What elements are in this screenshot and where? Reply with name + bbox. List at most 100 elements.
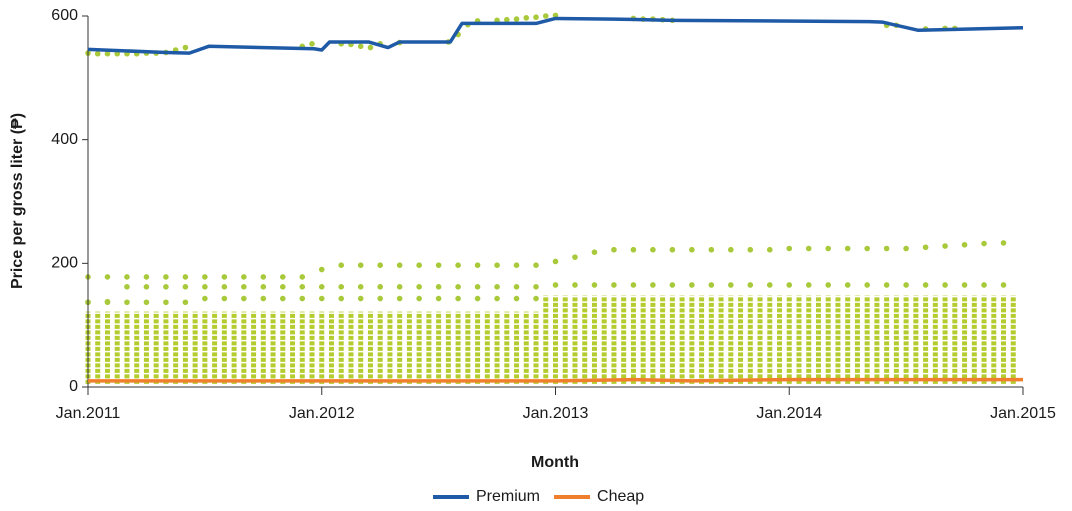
legend-label: Premium <box>476 488 540 505</box>
price-dot <box>844 282 851 288</box>
price-dot <box>611 282 617 288</box>
price-dot <box>182 299 189 306</box>
price-dot <box>981 282 987 288</box>
price-dot <box>689 282 695 288</box>
price-dot <box>572 282 578 288</box>
price-dot <box>143 299 150 306</box>
price-dot <box>357 43 364 50</box>
price-dot <box>708 282 715 288</box>
price-dot <box>104 50 111 57</box>
price-dot <box>299 295 306 302</box>
price-dot <box>474 262 481 268</box>
price-dot <box>786 282 793 288</box>
price-dot <box>357 284 364 290</box>
price-dot <box>689 246 695 253</box>
price-dot <box>104 299 111 306</box>
price-dot <box>260 274 267 280</box>
price-dot <box>435 295 442 302</box>
price-dot <box>357 262 364 268</box>
price-dot <box>533 262 539 268</box>
price-dot <box>318 284 325 290</box>
price-dot <box>182 44 189 51</box>
price-dot <box>766 282 773 288</box>
price-dot <box>942 282 948 288</box>
price-dot <box>163 299 169 306</box>
price-dot <box>805 245 812 252</box>
price-dot <box>163 274 169 280</box>
price-dot <box>455 284 461 290</box>
price-dot <box>513 295 520 302</box>
price-dot <box>903 282 909 288</box>
price-dot <box>728 282 734 288</box>
price-dot <box>377 295 383 302</box>
price-dot <box>523 15 530 21</box>
price-dot <box>202 274 208 280</box>
price-dot <box>474 284 481 290</box>
price-dot <box>241 284 247 290</box>
price-dot <box>747 282 754 288</box>
x-tick-label: Jan.2013 <box>523 405 589 422</box>
price-dot <box>182 274 189 280</box>
price-dot <box>357 295 364 302</box>
price-dot <box>542 13 549 19</box>
price-dot <box>94 50 101 57</box>
price-dot <box>221 274 228 280</box>
price-dot <box>396 262 403 268</box>
price-dot <box>942 243 948 249</box>
price-dot <box>572 254 578 260</box>
price-dot <box>279 284 286 290</box>
price-dot <box>981 240 987 247</box>
price-dot <box>533 14 539 21</box>
price-dot <box>241 274 247 280</box>
y-tick-label: 200 <box>51 255 78 272</box>
price-dot <box>883 245 890 252</box>
price-dot <box>143 274 150 280</box>
price-dot <box>143 284 150 290</box>
price-dot <box>669 282 676 288</box>
price-dot <box>338 295 345 302</box>
price-dot <box>299 274 306 280</box>
x-axis-label: Month <box>531 454 579 471</box>
price-dot <box>864 282 870 288</box>
price-dot <box>728 246 734 253</box>
price-dot <box>163 284 169 290</box>
price-dot <box>124 274 130 280</box>
price-dot <box>202 295 208 302</box>
price-dot <box>338 262 345 268</box>
price-dot <box>825 245 832 252</box>
price-dot <box>309 41 315 47</box>
price-dot <box>1000 282 1007 288</box>
price-dot <box>591 249 598 256</box>
x-tick-label: Jan.2012 <box>289 405 355 422</box>
price-dot <box>202 284 208 290</box>
price-dot <box>883 282 890 288</box>
price-dot <box>455 295 461 302</box>
price-dot <box>241 295 247 302</box>
price-dot <box>299 284 306 290</box>
price-dot <box>552 282 559 288</box>
price-dot <box>961 241 968 248</box>
price-dot <box>377 262 383 268</box>
price-dot <box>961 282 968 288</box>
price-dot <box>367 44 374 51</box>
price-dot <box>864 245 870 252</box>
legend-label: Cheap <box>597 488 644 505</box>
price-dot <box>338 284 345 290</box>
price-dot <box>435 284 442 290</box>
price-dot <box>124 299 130 306</box>
price-dot <box>630 282 637 288</box>
price-dot <box>1000 240 1007 246</box>
y-tick-label: 600 <box>51 7 78 24</box>
y-tick-label: 400 <box>51 131 78 148</box>
price-dot <box>494 262 500 268</box>
price-dot <box>182 284 189 290</box>
price-dot <box>221 295 228 302</box>
price-dot <box>474 295 481 302</box>
price-dot <box>630 246 637 253</box>
price-dot <box>533 284 539 290</box>
price-dot <box>903 245 909 252</box>
price-dot <box>260 295 267 302</box>
price-dot <box>435 262 442 268</box>
price-dot <box>104 274 111 280</box>
